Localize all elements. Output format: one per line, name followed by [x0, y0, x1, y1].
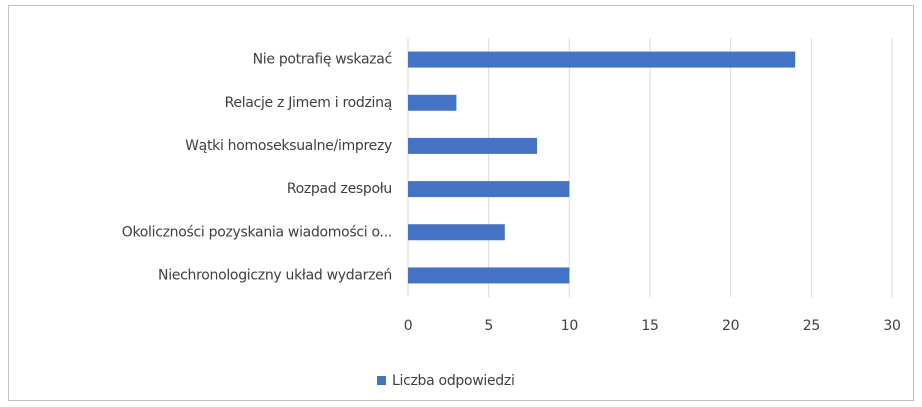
bar: [408, 137, 538, 154]
x-tick-label: 20: [722, 318, 739, 334]
x-tick-label: 10: [561, 318, 578, 334]
x-tick-label: 0: [404, 318, 413, 334]
bar: [408, 267, 570, 284]
legend-swatch: [377, 376, 386, 385]
bar: [408, 94, 457, 111]
y-tick-label: Relacje z Jimem i rodziną: [225, 95, 392, 111]
x-tick-label: 25: [803, 318, 820, 334]
y-tick-label: Nie potrafię wskazać: [253, 52, 392, 68]
chart-border: [8, 5, 914, 401]
x-tick-label: 5: [484, 318, 493, 334]
y-tick-label: Okoliczności pozyskania wiadomości o...: [122, 224, 392, 240]
x-tick-label: 15: [641, 318, 658, 334]
bar: [408, 224, 505, 241]
bar: [408, 181, 570, 198]
y-tick-label: Wątki homoseksualne/imprezy: [185, 138, 392, 154]
y-tick-label: Niechronologiczny układ wydarzeń: [158, 267, 392, 283]
bar: [408, 51, 796, 68]
legend-label: Liczba odpowiedzi: [392, 373, 515, 389]
x-tick-label: 30: [883, 318, 900, 334]
y-tick-label: Rozpad zespołu: [287, 181, 392, 197]
